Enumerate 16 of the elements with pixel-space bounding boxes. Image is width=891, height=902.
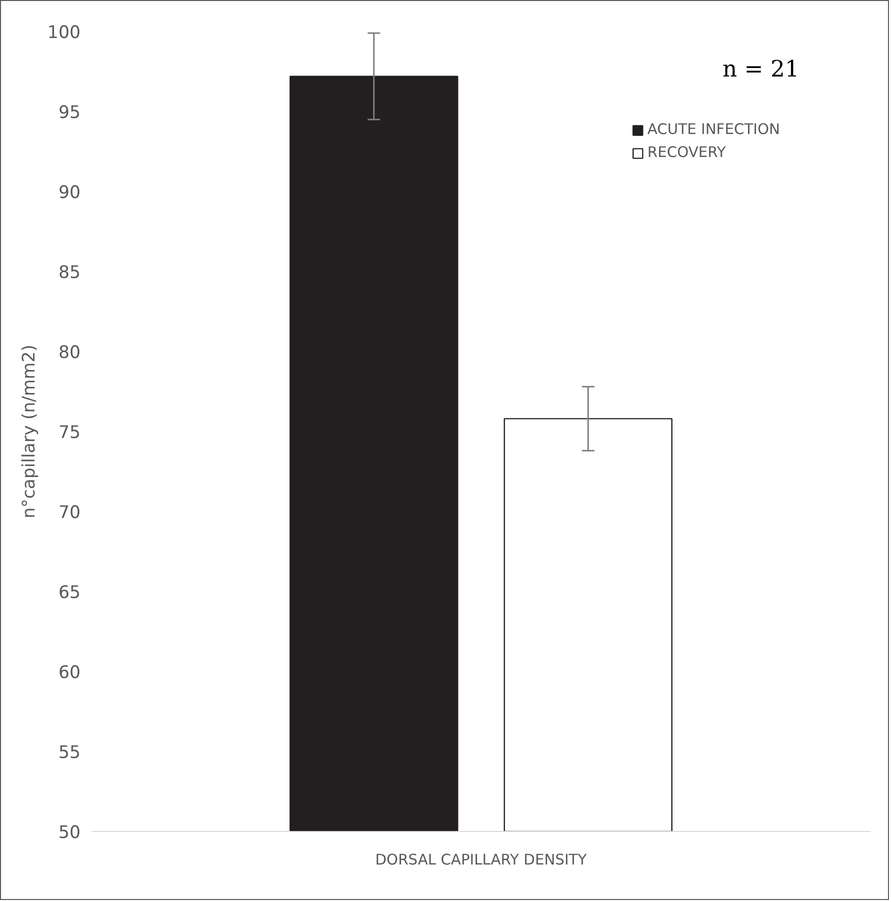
y-tick-label: 65 <box>58 583 81 603</box>
y-tick-label: 90 <box>58 183 81 203</box>
y-tick-label: 75 <box>58 423 81 443</box>
y-axis-title: n°capillary (n/mm2) <box>19 344 40 518</box>
y-tick-label: 95 <box>58 103 81 123</box>
y-tick-label: 70 <box>58 503 81 523</box>
legend-label: ACUTE INFECTION <box>647 121 780 138</box>
y-tick-label: 80 <box>58 343 81 363</box>
y-tick-label: 55 <box>58 743 81 763</box>
legend-label: RECOVERY <box>647 144 726 161</box>
annotation: n = 21 <box>722 56 800 83</box>
x-tick-label: DORSAL CAPILLARY DENSITY <box>375 852 587 868</box>
y-tick-label: 50 <box>58 823 81 843</box>
y-tick-label: 60 <box>58 663 81 683</box>
y-tick-label: 85 <box>58 263 81 283</box>
y-tick-label: 100 <box>47 23 81 43</box>
